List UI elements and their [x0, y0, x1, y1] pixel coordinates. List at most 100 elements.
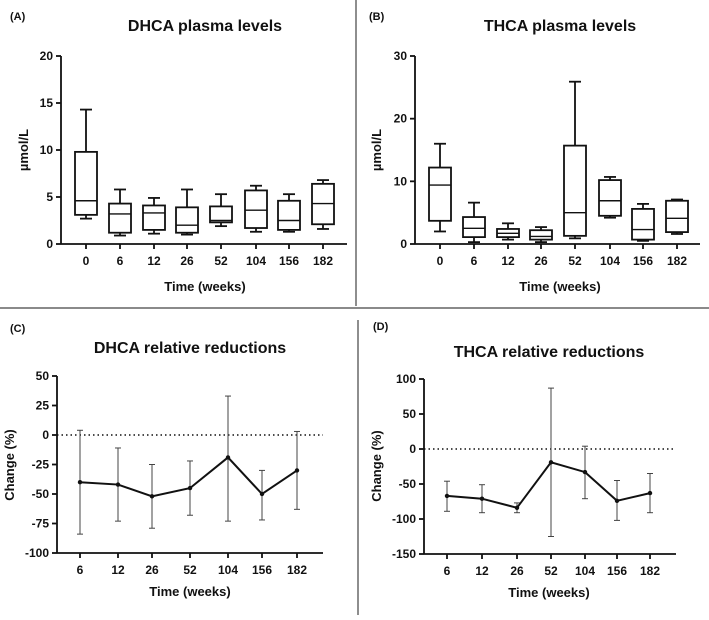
x-tick-label: 6 [117, 254, 124, 268]
y-tick-label: 20 [40, 49, 54, 63]
y-tick-label: 30 [394, 49, 408, 63]
chart-title: DHCA plasma levels [128, 18, 282, 35]
x-tick-label: 104 [218, 563, 238, 577]
box-iqr [277, 199, 301, 231]
y-axis-label: Change (%) [369, 430, 384, 502]
series-line [446, 461, 651, 509]
panel-d: (D) THCA relative reductions Time (weeks… [369, 321, 676, 600]
data-point [647, 490, 653, 496]
x-tick-label: 26 [145, 563, 159, 577]
data-point [294, 468, 300, 473]
y-tick-label: 0 [409, 442, 416, 456]
x-tick-label: 104 [246, 254, 266, 268]
panel-label: (C) [10, 323, 26, 335]
box-12 [496, 222, 520, 241]
x-axis-label: Time (weeks) [508, 585, 589, 600]
plot-area: 0 5 10 15 20 0 6 12 26 52 104 156 182 [40, 49, 347, 268]
box-52 [563, 80, 587, 240]
panel-c: (C) DHCA relative reductions Time (weeks… [2, 323, 323, 599]
box-0 [428, 142, 452, 233]
x-tick-label: 52 [214, 254, 228, 268]
x-tick-label: 52 [183, 563, 197, 577]
data-point [548, 460, 554, 465]
box-iqr [142, 204, 166, 231]
y-tick-label: 0 [46, 237, 53, 251]
x-tick-label: 182 [287, 563, 307, 577]
box-26 [175, 188, 199, 236]
box-156 [631, 202, 655, 242]
plot-area: -150 -100 -50 0 50 100 6 12 26 52 104 156 182 [392, 372, 676, 578]
x-tick-label: 6 [77, 563, 84, 577]
y-tick-label: 0 [42, 428, 49, 442]
data-point [115, 482, 121, 487]
y-tick-label: -100 [392, 512, 416, 526]
box-156 [277, 193, 301, 233]
x-tick-label: 12 [111, 563, 125, 577]
chart-title: THCA plasma levels [484, 18, 636, 35]
panel-a: (A) DHCA plasma levels Time (weeks) µmol… [10, 11, 347, 294]
box-26 [529, 226, 553, 244]
x-axis-label: Time (weeks) [519, 279, 600, 294]
x-tick-label: 6 [471, 254, 478, 268]
x-tick-label: 12 [501, 254, 515, 268]
y-tick-label: 5 [46, 190, 53, 204]
data-point [444, 493, 450, 499]
data-point [149, 494, 155, 499]
box-iqr [175, 206, 199, 234]
box-0 [74, 108, 98, 220]
data-point [614, 498, 620, 503]
y-tick-label: -25 [32, 458, 50, 472]
panel-label: (D) [373, 321, 389, 333]
x-tick-label: 156 [252, 563, 272, 577]
box-182 [311, 179, 335, 230]
y-tick-label: -50 [399, 477, 417, 491]
y-tick-label: 20 [394, 112, 408, 126]
x-tick-label: 0 [437, 254, 444, 268]
panel-label: (B) [369, 11, 385, 23]
y-tick-label: 0 [400, 237, 407, 251]
x-tick-label: 12 [475, 564, 489, 578]
chart-title: DHCA relative reductions [94, 340, 286, 357]
chart-title: THCA relative reductions [454, 344, 645, 361]
y-axis-label: µmol/L [369, 129, 384, 171]
box-iqr [108, 202, 132, 234]
x-tick-label: 182 [640, 564, 660, 578]
x-tick-label: 52 [568, 254, 582, 268]
x-tick-label: 104 [600, 254, 620, 268]
box-iqr [428, 166, 452, 222]
x-tick-label: 26 [180, 254, 194, 268]
panel-label: (A) [10, 11, 26, 23]
box-iqr [665, 199, 689, 233]
plot-area: 0 10 20 30 0 6 12 26 52 104 156 182 [394, 49, 700, 268]
box-iqr [529, 229, 553, 241]
x-tick-label: 52 [544, 564, 558, 578]
y-tick-label: -150 [392, 547, 416, 561]
box-6 [462, 201, 486, 244]
box-104 [244, 184, 268, 233]
box-6 [108, 188, 132, 237]
y-tick-label: 10 [40, 143, 54, 157]
y-tick-label: -75 [32, 517, 50, 531]
y-tick-label: 50 [36, 369, 50, 383]
box-iqr [74, 150, 98, 216]
plot-area: -100 -75 -50 -25 0 25 50 6 12 26 52 104 156 182 [25, 369, 323, 577]
y-axis-label: Change (%) [2, 429, 17, 501]
data-point [582, 469, 588, 475]
box-iqr [244, 189, 268, 229]
panel-b: (B) THCA plasma levels Time (weeks) µmol… [369, 11, 700, 294]
box-182 [665, 198, 689, 235]
x-tick-label: 26 [510, 564, 524, 578]
series-line [79, 456, 298, 498]
data-point [225, 455, 231, 460]
data-point [77, 480, 83, 485]
y-tick-label: -100 [25, 546, 49, 560]
x-tick-label: 156 [279, 254, 299, 268]
box-12 [142, 197, 166, 235]
x-tick-label: 0 [83, 254, 90, 268]
x-tick-label: 156 [633, 254, 653, 268]
box-iqr [563, 144, 587, 237]
y-tick-label: 25 [36, 399, 50, 413]
data-point [259, 491, 265, 497]
data-point [479, 496, 485, 501]
